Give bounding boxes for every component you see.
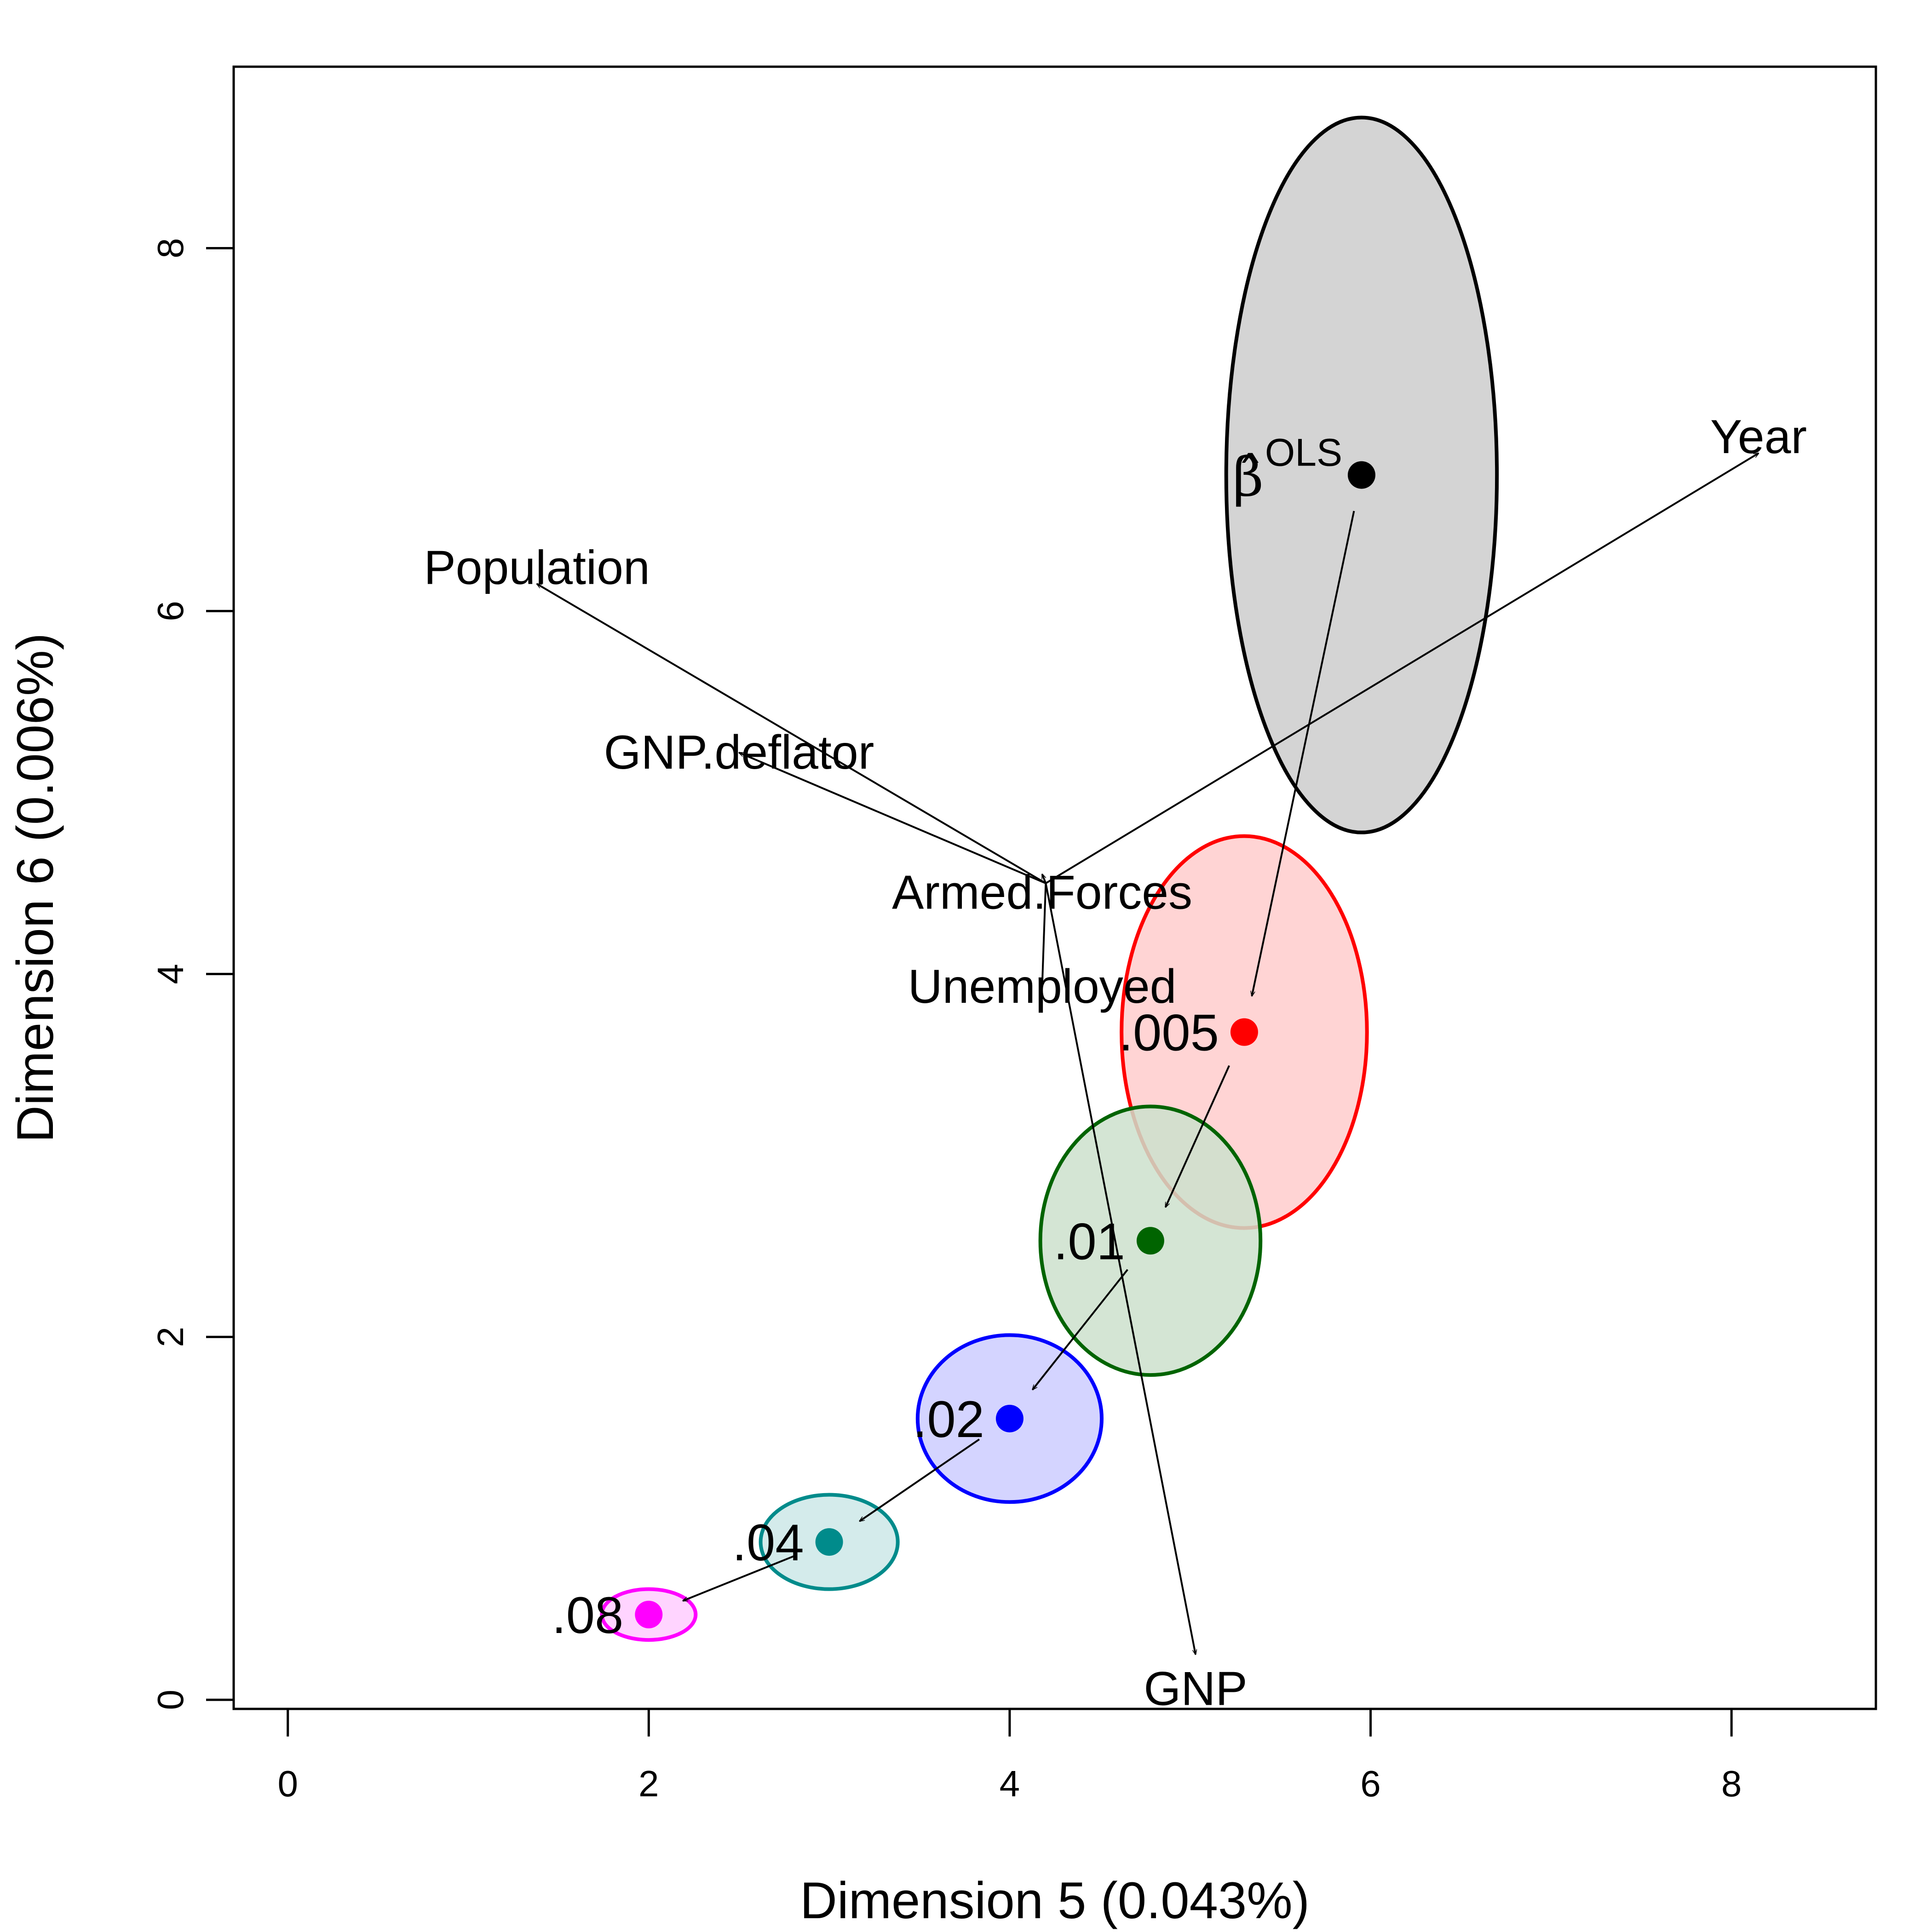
variable-label-year: Year: [1710, 410, 1807, 464]
vector-year: [1045, 452, 1759, 884]
point-005: [1230, 1018, 1258, 1046]
ols-beta-hat-symbol: β̂: [1233, 447, 1264, 509]
trace-path-layer: [683, 511, 1355, 1602]
estimate-points-layer: [635, 461, 1375, 1628]
variable-label-armed-forces: Armed.Forces: [892, 866, 1192, 919]
point-label-02: .02: [913, 1391, 984, 1448]
variable-label-unemployed: Unemployed: [908, 960, 1177, 1013]
trace-segment: [1033, 1269, 1128, 1390]
x-tick-label: 4: [1000, 1763, 1020, 1804]
vector-population: [537, 583, 1046, 884]
y-axis: 0 2 4 6 8: [150, 238, 235, 1710]
ols-superscript-label: OLS: [1265, 431, 1342, 474]
x-tick-label: 0: [277, 1763, 298, 1804]
variable-label-gnp-deflator: GNP.deflator: [604, 726, 874, 779]
y-tick-label: 0: [150, 1690, 191, 1710]
y-tick-label: 6: [150, 601, 191, 621]
x-tick-label: 6: [1360, 1763, 1381, 1804]
variable-label-gnp: GNP: [1144, 1662, 1247, 1716]
y-tick-label: 4: [150, 964, 191, 984]
point-02: [995, 1404, 1024, 1432]
x-axis: 0 2 4 6 8: [277, 1708, 1742, 1804]
point-04: [815, 1528, 843, 1556]
point-label-01: .01: [1053, 1213, 1125, 1270]
y-tick-label: 2: [150, 1327, 191, 1347]
y-tick-label: 8: [150, 238, 191, 259]
point-label-08: .08: [552, 1587, 624, 1644]
trace-segment: [860, 1438, 980, 1521]
trace-segment: [1252, 511, 1355, 996]
trace-segment: [1164, 1065, 1230, 1208]
vector-gnp-deflator: [739, 752, 1046, 884]
vector-unemployed: [1042, 883, 1047, 987]
x-axis-title: Dimension 5 (0.043%): [800, 1872, 1310, 1929]
point-ols: [1347, 461, 1375, 489]
y-axis-title: Dimension 6 (0.006%): [6, 633, 64, 1143]
point-label-04: .04: [732, 1514, 804, 1571]
variable-vectors-layer: [537, 452, 1759, 1655]
point-label-005: .005: [1119, 1004, 1219, 1062]
vector-armed-forces: [1041, 874, 1047, 884]
vector-gnp: [1045, 883, 1196, 1655]
point-01: [1136, 1227, 1164, 1255]
x-tick-label: 8: [1721, 1763, 1742, 1804]
variable-label-population: Population: [424, 541, 650, 594]
trace-segment: [683, 1555, 796, 1602]
point-labels-layer: Year Population GNP.deflator Armed.Forces Un…: [424, 410, 1807, 1715]
x-tick-label: 2: [638, 1763, 659, 1804]
point-08: [635, 1600, 663, 1628]
